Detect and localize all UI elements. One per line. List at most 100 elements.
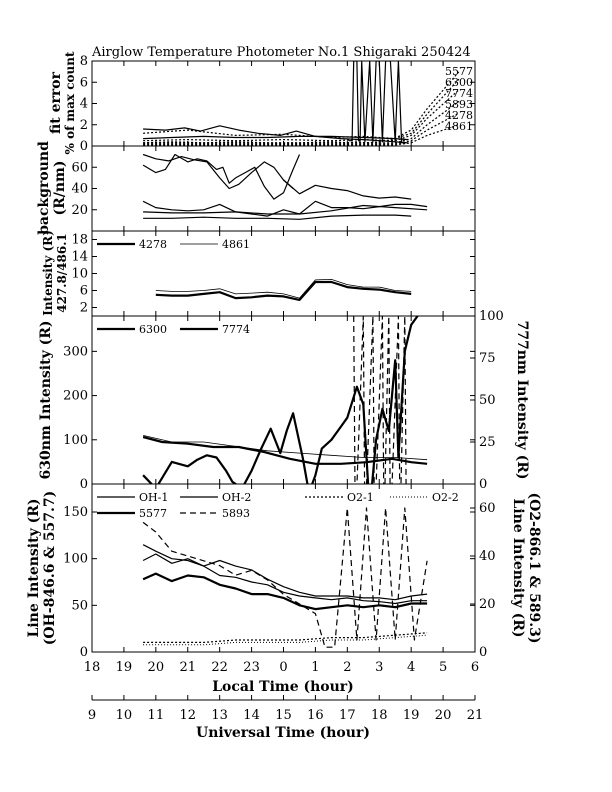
series-4861	[155, 278, 412, 299]
y-tick-label-right: 50	[479, 393, 496, 408]
ylabel-line-intensity-line1: Line Intensity (R)	[26, 499, 42, 638]
legend-label-4278: 4278	[139, 238, 167, 251]
ylabel-777: 777nm Intensity (R)	[514, 321, 530, 480]
ylabel-background-line1: background	[36, 141, 52, 235]
y-tick-label: 300	[63, 344, 88, 359]
y-tick-label: 200	[63, 389, 88, 404]
y-tick-label: 6	[80, 75, 88, 90]
ylabel-intensity-4278-line2: 427.8/486.1	[55, 233, 69, 313]
ylabel-intensity-4278-line1: Intensity (R)	[41, 230, 55, 316]
x-tick-label-local: 20	[148, 660, 165, 675]
x-tick-label-local: 21	[179, 660, 196, 675]
series-unlabeled-7	[143, 135, 409, 141]
y-tick-label-right: 25	[479, 435, 496, 450]
xlabel-universal-time: Universal Time (hour)	[196, 725, 370, 741]
legend-label-6300: 6300	[139, 323, 167, 336]
x-tick-label-local: 23	[243, 660, 260, 675]
series-4861	[143, 124, 460, 146]
x-tick-label-ut: 14	[243, 708, 260, 723]
series-unlabeled-2	[283, 179, 412, 200]
y-tick-label: 0	[80, 645, 88, 660]
x-tick-label-local: 1	[311, 660, 319, 675]
x-tick-label-local: 3	[375, 660, 383, 675]
y-tick-label: 100	[63, 433, 88, 448]
x-tick-label-ut: 9	[88, 708, 96, 723]
x-tick-label-ut: 15	[275, 708, 292, 723]
series-4278	[143, 112, 460, 145]
x-tick-label-ut: 10	[116, 708, 133, 723]
legend-label-5577: 5577	[139, 507, 167, 520]
chart-title: Airglow Temperature Photometer No.1 Shig…	[91, 45, 471, 60]
ylabel-intensity-4278: Intensity (R) 427.8/486.1	[41, 230, 69, 316]
y-tick-label: 100	[63, 552, 88, 567]
panel-series-intensity-4278	[155, 278, 412, 301]
y-tick-label: 10	[71, 267, 88, 282]
y-tick-label: 50	[71, 598, 88, 613]
ylabel-fit-error-line1: fit error	[48, 71, 64, 134]
x-tick-label-local: 0	[279, 660, 287, 675]
y-tick-label: 60	[71, 160, 88, 175]
series-6300	[142, 316, 419, 484]
ylabel-line-intensity: Line Intensity (R) (OH-846.6 & 557.7)	[26, 491, 58, 646]
ylabel-right-line-intensity-line1: Line Intensity (R)	[510, 499, 526, 638]
y-tick-label: 2	[80, 301, 88, 316]
x-tick-label-local: 4	[407, 660, 415, 675]
series-o2-2	[143, 634, 428, 646]
y-tick-label: 6	[80, 284, 88, 299]
series-unlabeled-1	[142, 153, 294, 190]
legend-fit-error-6300: 6300	[445, 76, 473, 89]
xlabel-local-time: Local Time (hour)	[212, 679, 354, 695]
y-tick-label: 18	[71, 233, 88, 248]
x-tick-label-ut: 11	[148, 708, 165, 723]
x-tick-label-ut: 19	[403, 708, 420, 723]
y-tick-label: 2	[80, 118, 88, 133]
legend-label-oh-1: OH-1	[139, 491, 168, 504]
legend-fit-error-4278: 4278	[445, 109, 473, 122]
ylabel-background: background (R/nm)	[36, 141, 68, 235]
y-tick-label-right: 20	[479, 597, 496, 612]
x-tick-label-local: 6	[471, 660, 479, 675]
series-oh-1	[142, 544, 428, 605]
y-tick-label: 150	[63, 505, 88, 520]
series-5893	[142, 507, 428, 648]
x-tick-label-ut: 21	[467, 708, 484, 723]
legend-label-4861: 4861	[222, 238, 250, 251]
panel-series-fit-error	[143, 61, 460, 146]
legend-fit-error-5893: 5893	[445, 98, 473, 111]
series-5893	[143, 100, 460, 144]
x-tick-label-ut: 17	[339, 708, 356, 723]
ylabel-right-line-intensity: Line Intensity (R) (O2-866.1 & 589.3)	[510, 492, 542, 643]
x-tick-label-ut: 18	[371, 708, 388, 723]
y-tick-label: 4	[80, 97, 88, 112]
ylabel-fit-error-line2: % of max count	[63, 51, 77, 154]
series-o2-1	[143, 632, 428, 644]
ylabel-fit-error: fit error % of max count	[48, 51, 77, 154]
y-tick-label-right: 40	[479, 549, 496, 564]
y-tick-label-right: 100	[479, 309, 504, 324]
x-tick-label-ut: 13	[211, 708, 228, 723]
ticks-layer: 18 19 20 21 22 23 0 1 2 3 4 5 69 10 11 12 13 14 15 16 17 18 19…	[63, 54, 504, 723]
y-tick-label: 40	[71, 182, 88, 197]
series-4278	[155, 280, 412, 301]
series-unlabeled-4	[143, 204, 428, 215]
series-5577	[142, 572, 428, 611]
y-tick-label-right: 75	[479, 351, 496, 366]
legend-fit-error-4861: 4861	[445, 120, 473, 133]
y-tick-label: 20	[71, 203, 88, 218]
x-tick-label-local: 5	[439, 660, 447, 675]
x-tick-label-local: 2	[343, 660, 351, 675]
y-tick-label-right: 0	[479, 645, 487, 660]
series-unlabeled-5	[143, 214, 412, 220]
ylabel-right-line-intensity-line2: (O2-866.1 & 589.3)	[526, 492, 542, 643]
ylabel-630: 630nm Intensity (R)	[38, 321, 54, 480]
x-tick-label-ut: 20	[435, 708, 452, 723]
y-tick-label: 8	[80, 54, 88, 69]
series-unlabeled-2	[143, 435, 428, 461]
legend-label-oh-2: OH-2	[222, 491, 251, 504]
legend-fit-error-7774: 7774	[445, 87, 473, 100]
legend-label-o2-2: O2-2	[432, 491, 459, 504]
y-tick-label: 14	[71, 250, 88, 265]
x-tick-label-local: 19	[116, 660, 133, 675]
series-unlabeled-6	[143, 125, 409, 144]
